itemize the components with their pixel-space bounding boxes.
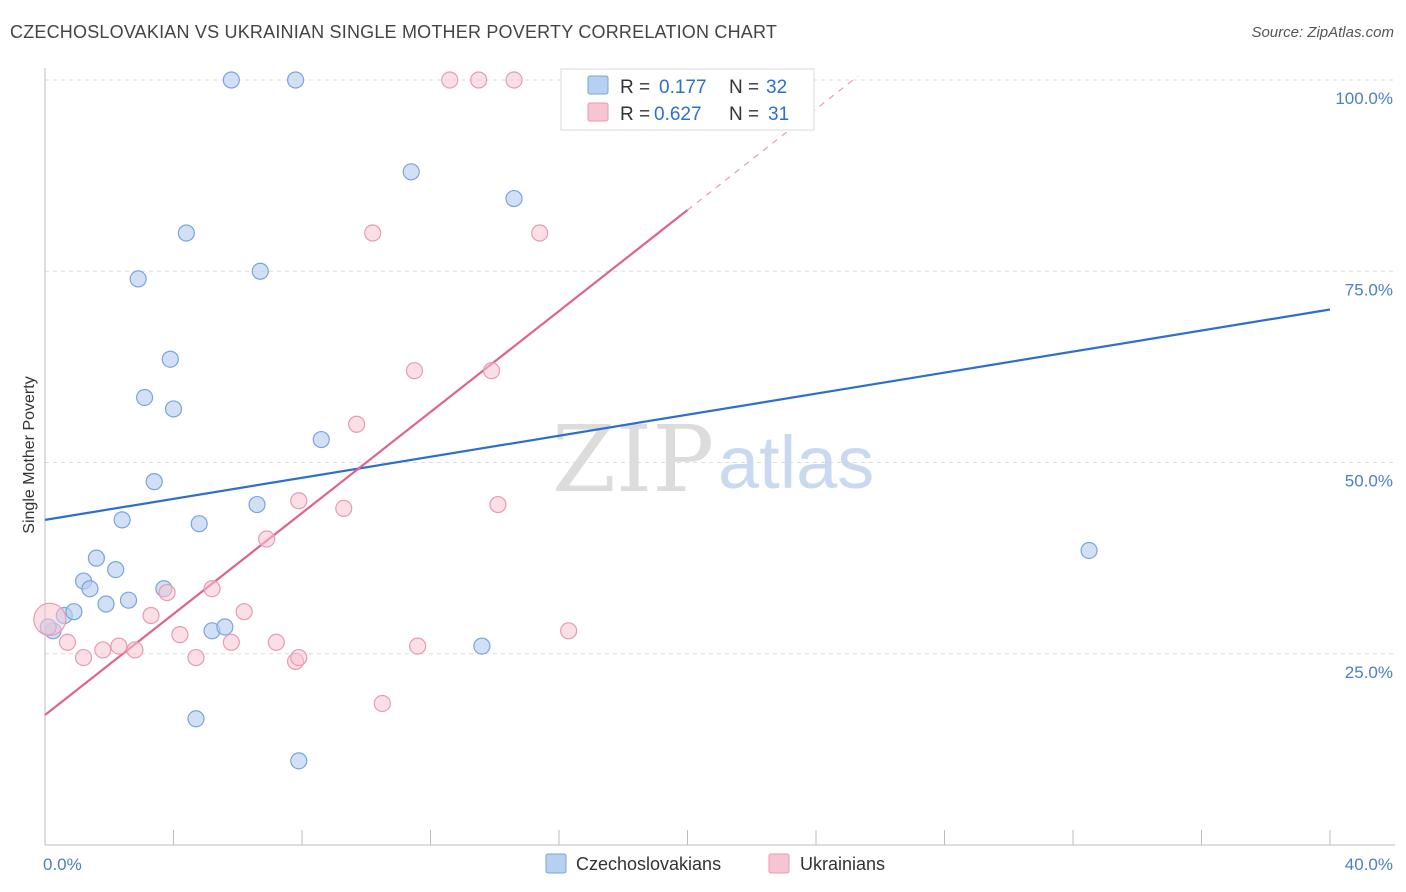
- x-tick-label-max: 40.0%: [1345, 855, 1393, 874]
- gridlines: [45, 79, 1395, 655]
- czechoslovakians-point: [145, 473, 163, 491]
- czechoslovakians-point: [81, 580, 99, 598]
- legend-swatch-blue: [587, 75, 609, 95]
- ukrainians-point: [235, 603, 253, 621]
- czechoslovakians-point: [65, 603, 83, 621]
- ukrainians-point: [409, 637, 427, 655]
- ukrainians-point: [335, 499, 353, 517]
- czechoslovakians-point: [402, 163, 420, 181]
- ukrainians-point: [33, 602, 67, 636]
- czechoslovakians-point: [312, 430, 330, 449]
- series-legend-swatch-blue: [545, 853, 567, 874]
- series-legend: Czechoslovakians Ukrainians: [545, 853, 885, 874]
- x-tick-labels: 0.0% 40.0%: [43, 855, 1393, 874]
- series-legend-swatch-pink: [768, 853, 790, 874]
- ukrainians-point: [171, 626, 189, 644]
- axes: [44, 68, 1395, 846]
- legend-n-label-0: N =: [729, 77, 759, 98]
- czechoslovakians-point: [248, 495, 266, 514]
- watermark-atlas: atlas: [718, 421, 874, 504]
- czechoslovakians-point: [190, 515, 208, 533]
- stats-legend: R = 0.177 N = 32 R = 0.627 N = 31: [560, 68, 815, 131]
- legend-r-label-0: R =: [620, 77, 650, 98]
- ukrainians-point: [74, 648, 93, 667]
- series-legend-label-czechoslovakians: Czechoslovakians: [576, 854, 721, 874]
- ukrainians-trend-extension: [687, 75, 859, 211]
- ukrainians-point: [441, 71, 459, 89]
- ukrainians-point: [258, 530, 276, 548]
- y-tick-label: 50.0%: [1345, 472, 1393, 491]
- ukrainians-point: [364, 224, 382, 242]
- ukrainians-points: [33, 71, 578, 713]
- czechoslovakians-point: [286, 71, 305, 89]
- czechoslovakians-point: [290, 752, 308, 770]
- ukrainians-point: [560, 622, 578, 640]
- ukrainians-point: [142, 606, 160, 625]
- source-label: Source: ZipAtlas.com: [1251, 24, 1394, 41]
- czechoslovakians-point: [177, 224, 195, 242]
- ukrainians-trend-line: [44, 209, 689, 716]
- czechoslovakians-point: [473, 637, 491, 655]
- ukrainians-point: [58, 633, 77, 651]
- ukrainians-point: [126, 641, 144, 659]
- legend-r-value-1: 0.627: [654, 104, 702, 125]
- ukrainians-point: [110, 637, 128, 655]
- czechoslovakians-point: [251, 262, 269, 280]
- legend-r-label-1: R =: [620, 104, 650, 125]
- czechoslovakians-point: [119, 591, 138, 609]
- legend-n-label-1: N =: [729, 104, 759, 125]
- czechoslovakians-trend-line: [44, 308, 1331, 521]
- watermark: ZIP atlas: [552, 406, 874, 513]
- ukrainians-point: [158, 583, 176, 602]
- legend-n-value-0: 32: [766, 77, 787, 98]
- czechoslovakians-point: [135, 388, 154, 407]
- legend-swatch-pink: [587, 102, 609, 122]
- y-tick-label: 100.0%: [1335, 89, 1393, 108]
- czechoslovakians-point: [187, 710, 205, 728]
- czechoslovakians-point: [216, 618, 234, 636]
- legend-r-value-0: 0.177: [659, 77, 707, 98]
- ukrainians-point: [405, 362, 424, 380]
- czechoslovakians-point: [87, 549, 106, 567]
- y-tick-label: 75.0%: [1345, 280, 1393, 299]
- czechoslovakians-point: [113, 511, 131, 529]
- legend-n-value-1: 31: [768, 104, 789, 125]
- czechoslovakians-point: [164, 400, 183, 418]
- ukrainians-point: [348, 415, 366, 433]
- ukrainians-point: [290, 648, 308, 667]
- y-tick-labels: 25.0% 50.0% 75.0% 100.0%: [1335, 89, 1393, 682]
- y-tick-label: 25.0%: [1345, 663, 1393, 682]
- ukrainians-point: [267, 633, 285, 651]
- ukrainians-point: [203, 580, 221, 598]
- ukrainians-point: [531, 224, 549, 242]
- chart-title: CZECHOSLOVAKIAN VS UKRAINIAN SINGLE MOTH…: [10, 22, 778, 42]
- ukrainians-point: [222, 633, 240, 651]
- ukrainians-point: [470, 71, 488, 89]
- watermark-zip: ZIP: [552, 406, 714, 513]
- ukrainians-point: [290, 492, 308, 510]
- ukrainians-point: [482, 362, 501, 380]
- czechoslovakians-point: [97, 595, 115, 613]
- series-legend-label-ukrainians: Ukrainians: [800, 854, 885, 874]
- x-tick-label-min: 0.0%: [43, 855, 82, 874]
- ukrainians-point: [187, 648, 205, 667]
- czechoslovakians-point: [129, 270, 147, 288]
- czechoslovakians-point: [222, 71, 240, 89]
- ukrainians-point: [505, 71, 523, 89]
- czechoslovakians-point: [1080, 541, 1098, 560]
- czechoslovakians-point: [505, 189, 523, 208]
- czechoslovakians-point: [161, 350, 179, 368]
- y-axis-title: Single Mother Poverty: [21, 376, 38, 533]
- czechoslovakians-point: [107, 560, 125, 579]
- ukrainians-point: [373, 694, 391, 713]
- ukrainians-point: [489, 495, 507, 514]
- trend-lines: [44, 75, 1331, 716]
- ukrainians-point: [94, 641, 112, 659]
